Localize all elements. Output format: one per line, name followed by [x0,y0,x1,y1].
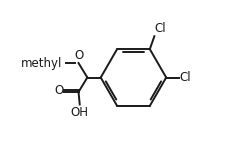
Text: O: O [54,84,63,97]
Text: Cl: Cl [155,22,166,35]
Text: methyl: methyl [20,57,62,70]
Text: O: O [74,49,83,62]
Text: Cl: Cl [180,71,191,84]
Text: OH: OH [71,106,89,119]
